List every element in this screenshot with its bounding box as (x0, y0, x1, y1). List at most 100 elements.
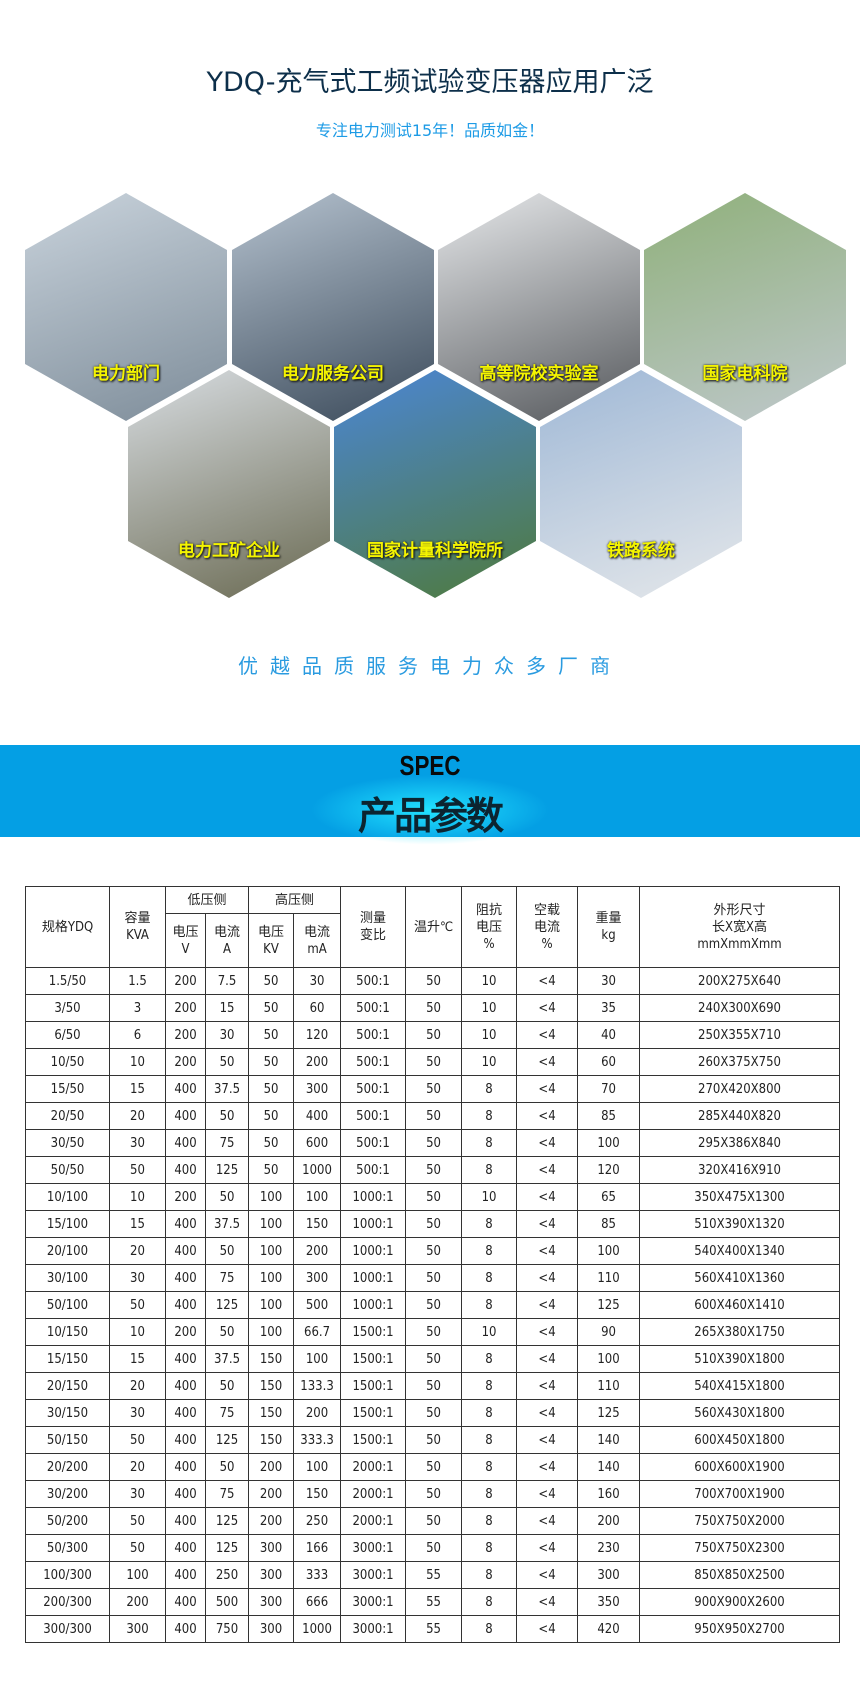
table-cell: 200 (577, 1507, 641, 1535)
table-cell: 200 (109, 1588, 166, 1616)
table-cell: 8 (461, 1075, 518, 1103)
table-cell: 50 (405, 1264, 463, 1292)
table-cell: 560X410X1360 (639, 1264, 840, 1292)
table-cell: 420 (577, 1615, 641, 1643)
table-cell: 320X416X910 (639, 1156, 840, 1184)
table-cell: 30 (577, 967, 641, 995)
table-cell: 100 (248, 1237, 295, 1265)
table-cell: 50 (204, 1453, 250, 1481)
table-cell: 600X450X1800 (639, 1426, 840, 1454)
application-label: 国家计量科学院所 (367, 541, 503, 561)
table-cell: 50 (204, 1048, 250, 1076)
table-cell: 400 (165, 1453, 206, 1481)
col-dims: 外形尺寸 长X宽X高 mmXmmXmm (639, 886, 840, 968)
table-cell: 350 (577, 1588, 641, 1616)
table-cell: 300/300 (25, 1615, 110, 1643)
table-cell: 400 (165, 1561, 206, 1589)
col-ratio: 测量 变比 (340, 886, 407, 968)
col-impedance: 阻抗 电压% (461, 886, 518, 968)
table-cell: 400 (165, 1075, 206, 1103)
table-row: 6/50 6 200 30 50 120 500:1 50 10 <4 40 250X355X710 (25, 1021, 840, 1049)
table-row: 100/300 100 400 250 300 333 3000:1 55 8 <4 300 850X… (25, 1561, 840, 1589)
application-hexagon: 铁路系统 (540, 370, 742, 598)
table-row: 30/150 30 400 75 150 200 1500:1 50 8 <4 125 560X430… (25, 1399, 840, 1427)
table-cell: 3000:1 (340, 1615, 407, 1643)
table-cell: 7.5 (204, 967, 250, 995)
table-cell: 30 (293, 967, 342, 995)
table-cell: 50 (405, 1480, 463, 1508)
table-cell: 30/50 (25, 1129, 110, 1157)
table-cell: 10 (109, 1183, 166, 1211)
table-cell: <4 (516, 1048, 579, 1076)
table-cell: 35 (577, 994, 641, 1022)
table-cell: 200 (248, 1480, 295, 1508)
table-row: 300/300 300 400 750 300 1000 3000:1 55 8 <4 420 950… (25, 1615, 840, 1643)
table-cell: 15 (109, 1210, 166, 1238)
table-cell: 500:1 (340, 1048, 407, 1076)
table-cell: 30/100 (25, 1264, 110, 1292)
table-cell: 50 (248, 1102, 295, 1130)
table-cell: 400 (165, 1291, 206, 1319)
table-cell: <4 (516, 1183, 579, 1211)
table-cell: 400 (165, 1345, 206, 1373)
table-cell: 20 (109, 1453, 166, 1481)
table-cell: <4 (516, 1588, 579, 1616)
table-cell: 37.5 (204, 1210, 250, 1238)
table-cell: 1000 (293, 1615, 342, 1643)
spec-title-cn: 产品参数 (357, 794, 504, 838)
table-cell: <4 (516, 1345, 579, 1373)
table-cell: 50 (109, 1156, 166, 1184)
table-cell: 50 (405, 1291, 463, 1319)
table-cell: 200 (165, 967, 206, 995)
table-cell: 200X275X640 (639, 967, 840, 995)
table-cell: 15 (109, 1345, 166, 1373)
table-cell: 1500:1 (340, 1399, 407, 1427)
table-cell: <4 (516, 1372, 579, 1400)
table-cell: 20/200 (25, 1453, 110, 1481)
table-cell: 750X750X2300 (639, 1534, 840, 1562)
application-hexagon: 高等院校实验室 (438, 193, 640, 421)
col-high-side: 高压侧 (248, 886, 342, 914)
table-cell: 8 (461, 1426, 518, 1454)
table-cell: 260X375X750 (639, 1048, 840, 1076)
application-hexagon: 国家计量科学院所 (334, 370, 536, 598)
table-cell: 40 (577, 1021, 641, 1049)
table-cell: 1000:1 (340, 1183, 407, 1211)
table-cell: 500 (293, 1291, 342, 1319)
table-cell: 110 (577, 1264, 641, 1292)
table-cell: 50 (109, 1534, 166, 1562)
table-cell: 900X900X2600 (639, 1588, 840, 1616)
application-label: 高等院校实验室 (479, 364, 599, 384)
table-cell: 125 (204, 1534, 250, 1562)
table-cell: 37.5 (204, 1345, 250, 1373)
table-cell: 8 (461, 1615, 518, 1643)
table-row: 20/200 20 400 50 200 100 2000:1 50 8 <4 140 600X600… (25, 1453, 840, 1481)
table-cell: 50 (405, 1399, 463, 1427)
table-cell: 75 (204, 1264, 250, 1292)
table-cell: 950X950X2700 (639, 1615, 840, 1643)
table-cell: 400 (165, 1615, 206, 1643)
table-cell: 50 (204, 1318, 250, 1346)
table-cell: 10 (109, 1318, 166, 1346)
col-weight: 重量 kg (577, 886, 641, 968)
table-cell: 8 (461, 1534, 518, 1562)
table-cell: 230 (577, 1534, 641, 1562)
table-cell: 50 (248, 1129, 295, 1157)
table-cell: 50 (405, 1318, 463, 1346)
table-cell: 30 (109, 1264, 166, 1292)
table-cell: 150 (248, 1426, 295, 1454)
table-cell: 400 (165, 1156, 206, 1184)
table-row: 10/150 10 200 50 100 66.7 1500:1 50 10 <4 90 265X38… (25, 1318, 840, 1346)
table-cell: 8 (461, 1588, 518, 1616)
table-cell: 100 (577, 1129, 641, 1157)
table-cell: 8 (461, 1129, 518, 1157)
table-cell: <4 (516, 1426, 579, 1454)
table-cell: 540X400X1340 (639, 1237, 840, 1265)
table-cell: 10 (109, 1048, 166, 1076)
spec-title-en: SPEC (399, 750, 461, 781)
table-cell: 3000:1 (340, 1588, 407, 1616)
table-cell: 6 (109, 1021, 166, 1049)
table-cell: 250X355X710 (639, 1021, 840, 1049)
table-cell: <4 (516, 1615, 579, 1643)
table-cell: 20/100 (25, 1237, 110, 1265)
